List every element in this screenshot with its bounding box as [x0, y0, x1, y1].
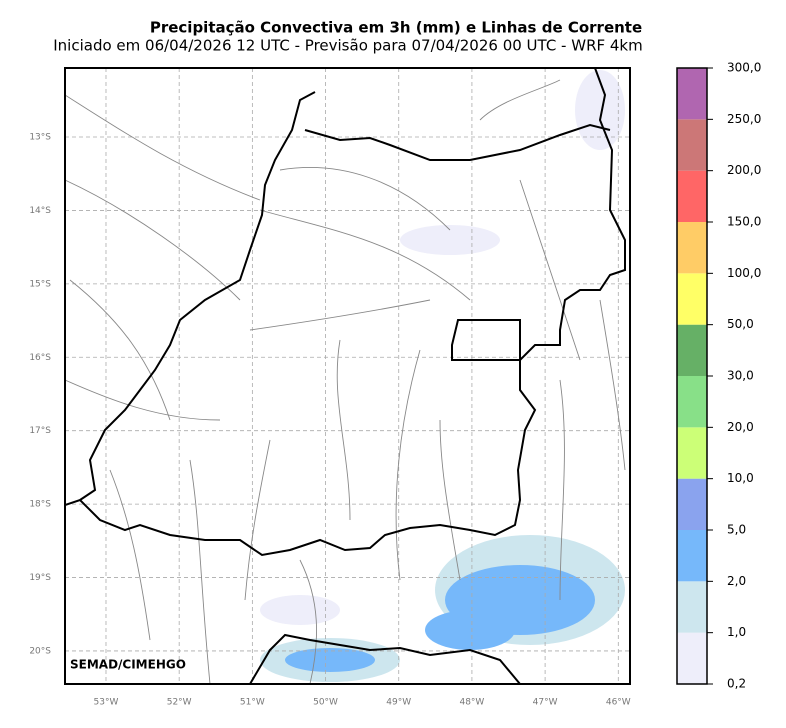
- colorbar-bin: [677, 376, 707, 428]
- colorbar-label: 20,0: [727, 420, 754, 434]
- colorbar-frame: [676, 67, 708, 685]
- colorbar-label: 200,0: [727, 163, 761, 177]
- y-tick-label: 18°S: [29, 500, 51, 510]
- title: Precipitação Convectiva em 3h (mm) e Lin…: [150, 19, 642, 37]
- colorbar-label: 100,0: [727, 266, 761, 280]
- borders: [65, 68, 626, 684]
- y-tick-label: 15°S: [29, 279, 51, 289]
- subtitle: Iniciado em 06/04/2026 12 UTC - Previsão…: [53, 37, 642, 55]
- colorbar-bin: [677, 530, 707, 582]
- colorbar-bin: [677, 170, 707, 222]
- colorbar-label: 50,0: [727, 317, 754, 331]
- colorbar-label: 1,0: [727, 625, 746, 639]
- streamlines: [65, 79, 626, 684]
- colorbar-label: 300,0: [727, 61, 761, 75]
- x-tick-label: 51°W: [240, 698, 265, 708]
- x-tick-label: 48°W: [459, 698, 484, 708]
- x-tick-label: 49°W: [386, 698, 411, 708]
- x-tick-label: 50°W: [313, 698, 338, 708]
- credit: SEMAD/CIMEHGO: [70, 658, 186, 672]
- y-tick-label: 20°S: [29, 646, 51, 656]
- y-tick-label: 13°S: [29, 133, 51, 143]
- colorbar-bin: [677, 478, 707, 530]
- colorbar-bin: [677, 68, 707, 120]
- map-area: [65, 68, 630, 684]
- colorbar-bin: [677, 119, 707, 171]
- x-tick-label: 53°W: [94, 698, 119, 708]
- colorbar-bin: [677, 427, 707, 479]
- x-tick-label: 46°W: [606, 698, 631, 708]
- colorbar-label: 250,0: [727, 112, 761, 126]
- colorbar-label: 5,0: [727, 523, 746, 537]
- y-tick-label: 16°S: [29, 353, 51, 363]
- precipitation: [260, 70, 625, 682]
- colorbar: 0,2 1,0 2,0 5,0 10,0 20,0 30,0 50,0 100,0 150,0 20…: [677, 61, 761, 691]
- y-tick-label: 14°S: [29, 206, 51, 216]
- map-frame: [64, 67, 631, 685]
- colorbar-label: 0,2: [727, 677, 746, 691]
- colorbar-bin: [677, 273, 707, 325]
- colorbar-label: 10,0: [727, 471, 754, 485]
- x-tick-label: 52°W: [167, 698, 192, 708]
- colorbar-label: 2,0: [727, 574, 746, 588]
- colorbar-bin: [677, 632, 707, 684]
- y-tick-label: 19°S: [29, 573, 51, 583]
- colorbar-label: 150,0: [727, 215, 761, 229]
- colorbar-label: 30,0: [727, 369, 754, 383]
- colorbar-bin: [677, 222, 707, 274]
- y-tick-label: 17°S: [29, 426, 51, 436]
- colorbar-bin: [677, 324, 707, 376]
- colorbar-bin: [677, 581, 707, 633]
- grid: [65, 68, 630, 684]
- x-tick-label: 47°W: [533, 698, 558, 708]
